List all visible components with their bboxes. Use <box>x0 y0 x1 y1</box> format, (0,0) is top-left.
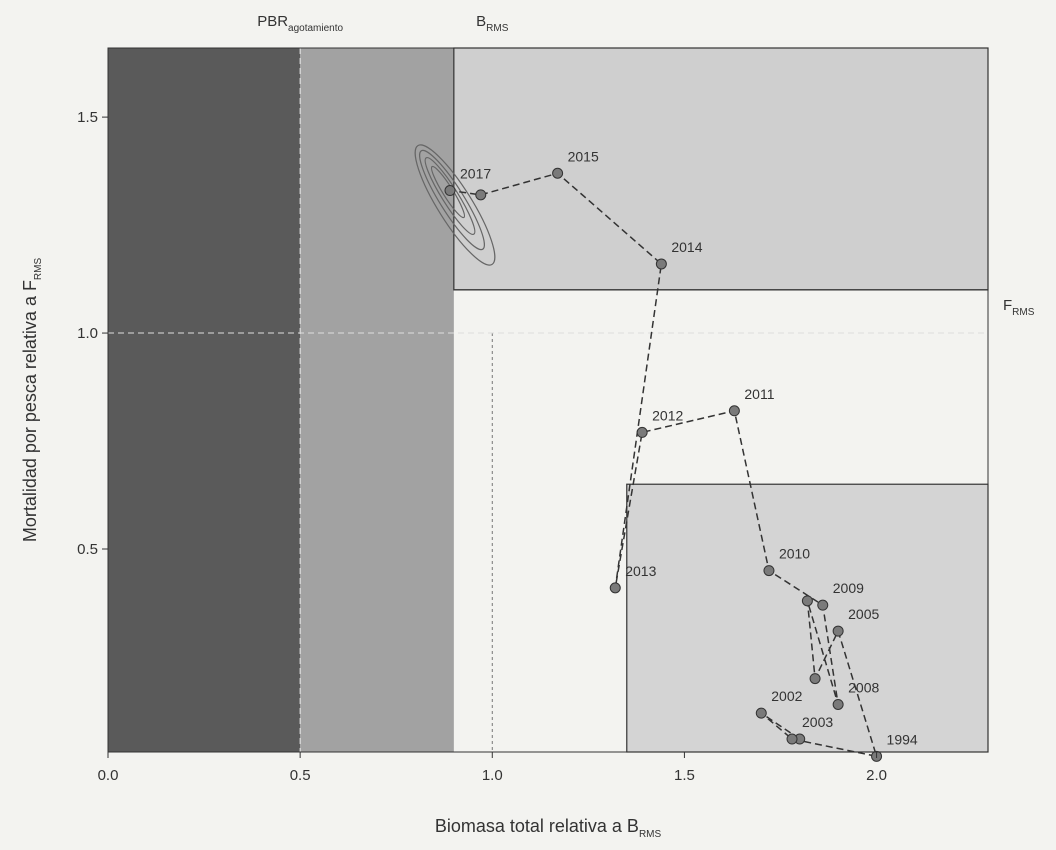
point-label: 2015 <box>568 148 599 164</box>
contour <box>419 149 485 251</box>
contour <box>414 144 496 266</box>
point <box>832 698 844 710</box>
contour <box>424 157 476 235</box>
ref-label: PBRagotamiento <box>257 13 343 34</box>
axes: 0.0 0.5 1.0 1.5 2.0 0.5 1.0 1.5 Biomasa total re… <box>20 109 887 840</box>
point <box>763 565 775 577</box>
contours <box>414 144 496 266</box>
point-label: 2008 <box>848 679 879 695</box>
x-tick-label: 1.0 <box>482 767 503 784</box>
x-tick-label: 1.5 <box>674 767 695 784</box>
point-label: 2005 <box>848 606 879 622</box>
point <box>655 258 667 270</box>
point <box>786 733 798 745</box>
point <box>609 582 621 594</box>
ref-label-sub: RMS <box>1012 307 1035 318</box>
point <box>801 595 813 607</box>
point-label: 2011 <box>744 386 774 402</box>
point <box>444 185 456 197</box>
plot-frame <box>107 47 989 753</box>
point-label: 2003 <box>802 714 833 730</box>
point-label: 2009 <box>833 580 864 596</box>
point-label: 2013 <box>625 563 656 579</box>
region <box>626 483 989 753</box>
ref-label: BRMS <box>476 13 509 34</box>
ref-label-main: PBR <box>257 13 288 30</box>
x-axis-label-main: Biomasa total relativa a B <box>435 816 639 836</box>
x-tick-label: 0.0 <box>98 767 119 784</box>
y-axis-label: Mortalidad por pesca relativa a FRMS <box>20 258 44 543</box>
ref-label-sub: agotamiento <box>288 23 343 34</box>
y-tick-label: 1.0 <box>77 325 98 342</box>
region <box>108 48 301 752</box>
point-label: 2010 <box>779 546 810 562</box>
x-tick-label: 0.5 <box>290 767 311 784</box>
ref-label-sub: RMS <box>486 23 509 34</box>
ref-label-main: F <box>1003 297 1012 314</box>
point-label: 2014 <box>671 239 702 255</box>
ref-label: FRMS <box>1003 297 1035 318</box>
point <box>817 599 829 611</box>
point <box>832 625 844 637</box>
x-axis-label: Biomasa total relativa a BRMS <box>435 816 662 840</box>
region <box>453 47 989 291</box>
point-label: 1994 <box>887 731 918 747</box>
y-tick-label: 1.5 <box>77 109 98 126</box>
y-tick-label: 0.5 <box>77 541 98 558</box>
point <box>809 673 821 685</box>
y-axis-label-main: Mortalidad por pesca relativa a F <box>20 280 40 542</box>
x-tick-label: 2.0 <box>866 767 887 784</box>
point <box>475 189 487 201</box>
point <box>728 405 740 417</box>
region <box>300 48 454 752</box>
ref-label-main: B <box>476 13 486 30</box>
point-label: 2002 <box>771 688 802 704</box>
point <box>755 707 767 719</box>
point-label: 2012 <box>652 407 683 423</box>
x-axis-label-sub: RMS <box>639 829 662 840</box>
regions <box>108 47 989 753</box>
point-label: 2017 <box>460 166 491 182</box>
point <box>636 426 648 438</box>
point <box>552 167 564 179</box>
y-axis-label-sub: RMS <box>33 258 44 281</box>
